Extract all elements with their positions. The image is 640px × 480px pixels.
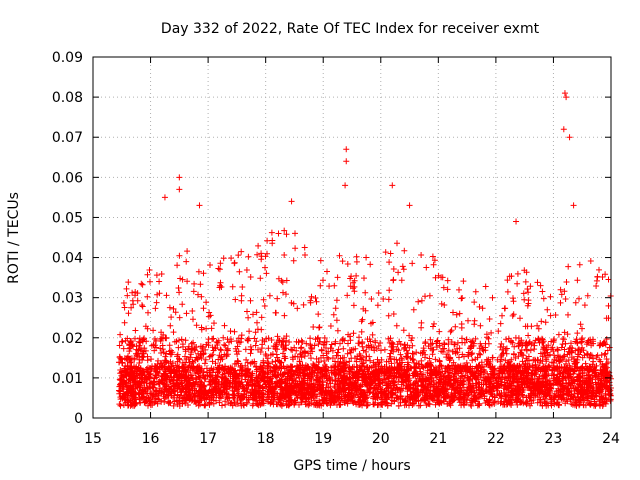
data-point: [342, 182, 349, 189]
grid: [93, 57, 611, 418]
y-tick-label: 0.05: [52, 210, 83, 226]
x-tick-label: 24: [602, 431, 620, 447]
x-axis-label: GPS time / hours: [293, 458, 410, 474]
y-axis-label: ROTI / TECUs: [6, 192, 22, 284]
data-point: [176, 174, 183, 181]
x-tick-label: 18: [257, 431, 275, 447]
data-points: [116, 90, 614, 409]
y-tick-label: 0.07: [52, 130, 83, 146]
y-tick-label: 0.09: [52, 50, 83, 66]
x-tick-label: 21: [429, 431, 447, 447]
x-tick-label: 23: [545, 431, 563, 447]
data-point: [561, 90, 568, 97]
data-point: [513, 218, 520, 225]
data-point: [161, 194, 168, 201]
y-tick-label: 0.03: [52, 291, 83, 307]
data-point: [343, 146, 350, 153]
plot-frame: [92, 56, 612, 419]
data-point: [563, 94, 570, 101]
y-tick-label: 0.02: [52, 331, 83, 347]
data-point: [176, 186, 183, 193]
chart-title: Day 332 of 2022, Rate Of TEC Index for r…: [161, 21, 540, 37]
data-point: [566, 134, 573, 141]
data-point: [196, 202, 203, 209]
data-point: [343, 158, 350, 165]
data-point: [406, 202, 413, 209]
y-tick-label: 0.01: [52, 371, 83, 387]
x-tick-label: 22: [487, 431, 505, 447]
x-tick-label: 15: [84, 431, 102, 447]
y-tick-label: 0.08: [52, 90, 83, 106]
x-tick-label: 19: [314, 431, 332, 447]
y-tick-label: 0.04: [52, 251, 83, 267]
data-point: [288, 198, 295, 205]
data-point: [570, 202, 577, 209]
y-tick-label: 0.06: [52, 170, 83, 186]
data-point: [560, 126, 567, 133]
y-tick-label: 0: [74, 411, 83, 427]
x-tick-label: 20: [372, 431, 390, 447]
x-tick-label: 17: [199, 431, 217, 447]
axis-ticks: 15 16 17 18 19 20 21 22 23 24 0 0.01 0.02 0.03 0.04 0.0…: [52, 50, 620, 447]
x-tick-label: 16: [142, 431, 160, 447]
point-cloud: [116, 227, 614, 409]
data-point: [389, 182, 396, 189]
